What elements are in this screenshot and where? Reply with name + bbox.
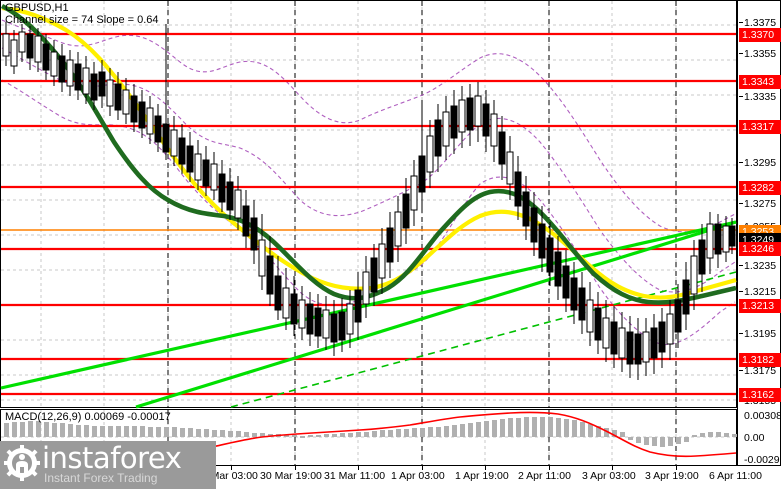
time-label-7: 1 Apr 19:00 (455, 470, 509, 482)
macd-canvas (1, 410, 737, 465)
channel-info-label: Channel size = 74 Slope = 0.64 (5, 14, 159, 26)
macd-axis-tick-zero: 0.00 (744, 432, 765, 444)
watermark-tagline: Instant Forex Trading (44, 471, 158, 485)
xtick-6 (422, 466, 423, 470)
time-label-11: 6 Apr 11:00 (709, 470, 762, 482)
xtick-3 (231, 466, 232, 470)
price-chart-panel (0, 0, 737, 408)
channel-upper-line (135, 220, 737, 409)
price-chart-canvas (0, 1, 737, 409)
macd-indicator-label: MACD(12,26,9) 0.00069 -0.00017 (5, 411, 171, 423)
macd-axis-tick-upper: 0.00308 (744, 410, 781, 422)
macd-axis-tick-lower: -0.00291 (744, 454, 781, 466)
ascending-channel (0, 220, 737, 409)
instaforex-logo-icon (4, 445, 40, 481)
macd-histogram (4, 417, 737, 447)
level-label-1-3182: 1.3182 (739, 353, 781, 367)
xtick-4 (295, 466, 296, 470)
xtick-9 (612, 466, 613, 470)
axis-tick-1-3355: 1.3355 (739, 49, 776, 60)
candlestick-series (2, 22, 736, 380)
level-label-1-3162: 1.3162 (739, 388, 781, 402)
time-label-9: 3 Apr 03:00 (582, 470, 636, 482)
green-moving-average (0, 3, 737, 305)
level-label-1-3213: 1.3213 (739, 299, 781, 313)
xtick-10 (676, 466, 677, 470)
level-label-1-3317: 1.3317 (739, 120, 781, 134)
level-label-1-3370: 1.3370 (739, 28, 781, 42)
axis-tick-1-3215: 1.3215 (739, 287, 776, 298)
axis-tick-1-3375: 1.3375 (739, 18, 776, 29)
channel-median-line (230, 271, 737, 408)
axis-tick-1-3175: 1.3175 (739, 366, 776, 377)
level-label-1-3282: 1.3282 (739, 181, 781, 195)
xtick-7 (485, 466, 486, 470)
vertical-gridlines (40, 1, 677, 407)
xtick-5 (358, 466, 359, 470)
time-label-10: 3 Apr 19:00 (645, 470, 699, 482)
xtick-8 (549, 466, 550, 470)
macd-panel (0, 409, 737, 466)
axis-tick-1-3235: 1.3235 (739, 261, 776, 272)
axis-tick-1-3195: 1.3195 (739, 329, 776, 340)
time-label-6: 1 Apr 03:00 (391, 470, 445, 482)
channel-lower-line (0, 220, 737, 390)
time-label-4: 30 Mar 19:00 (260, 470, 322, 482)
axis-tick-1-3335: 1.3335 (739, 92, 776, 103)
yellow-moving-average (1, 5, 737, 300)
level-label-1-3246: 1.3246 (739, 242, 781, 256)
axis-tick-1-3295: 1.3295 (739, 158, 776, 169)
level-label-1-3343: 1.3343 (739, 75, 781, 89)
watermark-brand: instaforex (42, 441, 182, 475)
chart-symbol-label: GBPUSD,H1 (5, 2, 69, 14)
time-label-5: 31 Mar 11:00 (324, 470, 386, 482)
axis-tick-1-3275: 1.3275 (739, 199, 776, 210)
watermark: instaforex Instant Forex Trading (0, 441, 216, 489)
time-label-8: 2 Apr 11:00 (518, 470, 571, 482)
